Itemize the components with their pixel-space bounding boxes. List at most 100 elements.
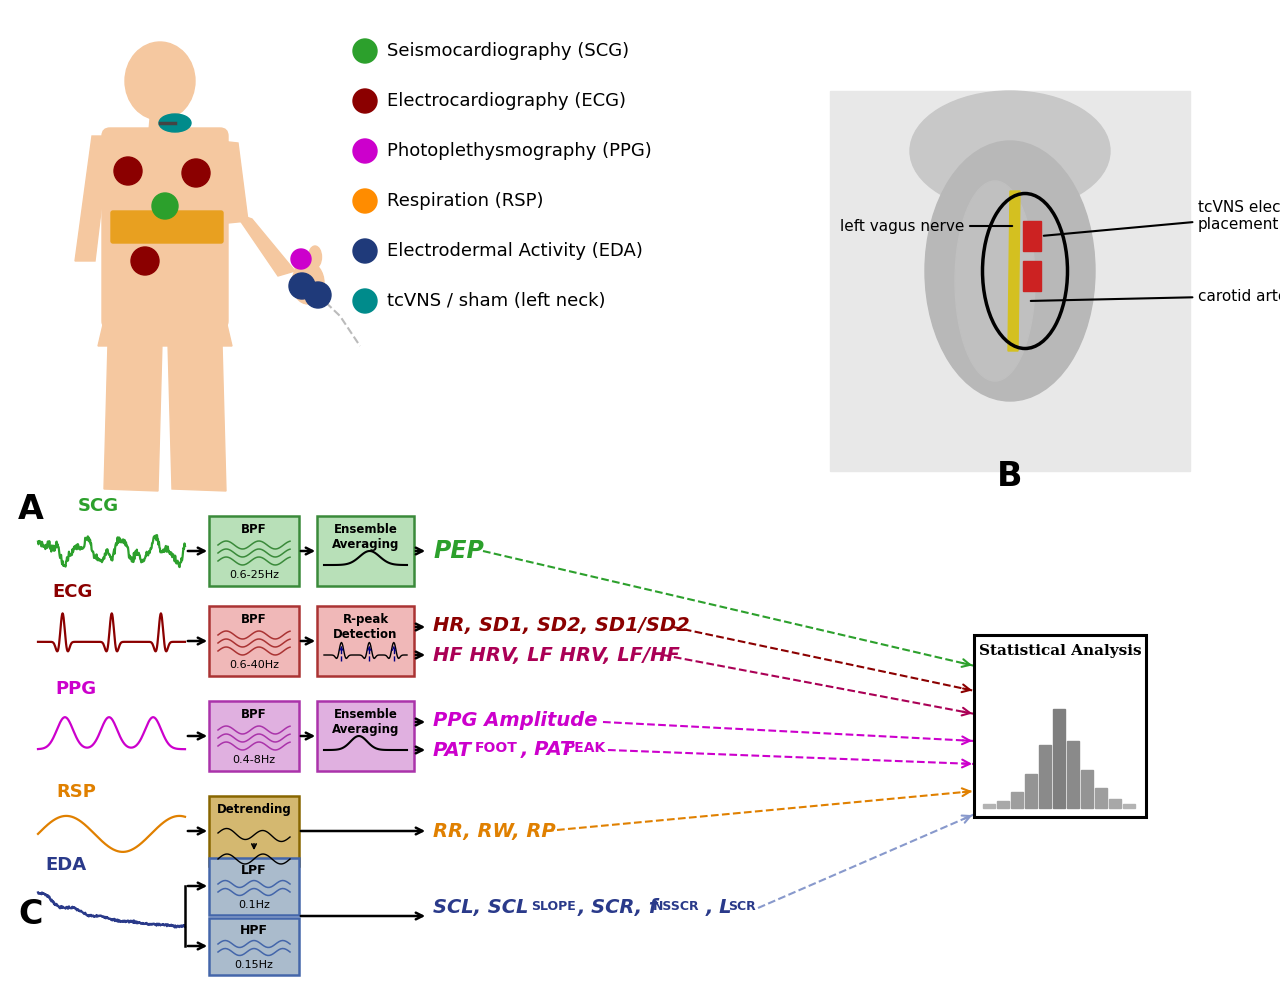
- Text: tcVNS / sham (left neck): tcVNS / sham (left neck): [387, 292, 605, 310]
- Text: A: A: [18, 493, 44, 526]
- Text: BPF: BPF: [241, 708, 266, 721]
- Bar: [1023, 261, 1041, 291]
- Text: 0.6-40Hz: 0.6-40Hz: [229, 660, 279, 670]
- Circle shape: [114, 157, 142, 185]
- FancyBboxPatch shape: [209, 516, 300, 586]
- Polygon shape: [148, 119, 172, 141]
- Circle shape: [353, 189, 378, 213]
- Text: 0.15Hz: 0.15Hz: [234, 959, 274, 969]
- FancyBboxPatch shape: [209, 917, 300, 974]
- Polygon shape: [168, 343, 227, 491]
- Text: Detrending: Detrending: [216, 803, 292, 816]
- Text: LPF: LPF: [241, 863, 266, 876]
- Bar: [829, 91, 1190, 471]
- Polygon shape: [1009, 191, 1020, 351]
- Bar: [997, 800, 1009, 808]
- Ellipse shape: [159, 114, 191, 132]
- Ellipse shape: [292, 262, 324, 304]
- Bar: [1025, 774, 1037, 808]
- Bar: [1039, 745, 1051, 808]
- Ellipse shape: [925, 141, 1094, 401]
- Ellipse shape: [125, 42, 195, 120]
- Text: PEP: PEP: [433, 539, 484, 563]
- Ellipse shape: [293, 250, 306, 272]
- Bar: [1023, 221, 1041, 251]
- FancyBboxPatch shape: [209, 701, 300, 771]
- Text: R-peak
Detection: R-peak Detection: [333, 613, 398, 641]
- FancyBboxPatch shape: [317, 701, 413, 771]
- Text: Electrodermal Activity (EDA): Electrodermal Activity (EDA): [387, 242, 643, 260]
- Text: left vagus nerve: left vagus nerve: [840, 219, 1012, 233]
- Text: Electrocardiography (ECG): Electrocardiography (ECG): [387, 92, 626, 110]
- Circle shape: [182, 159, 210, 187]
- Bar: [1053, 709, 1065, 808]
- FancyBboxPatch shape: [102, 128, 228, 329]
- Text: Ensemble
Averaging: Ensemble Averaging: [332, 523, 399, 551]
- FancyBboxPatch shape: [209, 796, 300, 866]
- FancyBboxPatch shape: [317, 516, 413, 586]
- Text: RR, RW, RP: RR, RW, RP: [433, 821, 556, 841]
- Circle shape: [305, 282, 332, 308]
- Bar: [1123, 804, 1135, 808]
- Circle shape: [152, 193, 178, 219]
- Polygon shape: [104, 343, 163, 491]
- Text: HF HRV, LF HRV, LF/HF: HF HRV, LF HRV, LF/HF: [433, 645, 680, 664]
- Bar: [1082, 770, 1093, 808]
- Bar: [1108, 799, 1121, 808]
- Text: SLOPE: SLOPE: [531, 900, 576, 913]
- Text: PPG Amplitude: PPG Amplitude: [433, 711, 598, 731]
- Text: C: C: [18, 898, 42, 931]
- Text: Photoplethysmography (PPG): Photoplethysmography (PPG): [387, 142, 652, 160]
- Text: PEAK: PEAK: [564, 741, 607, 755]
- Text: SCG: SCG: [77, 497, 119, 515]
- Text: , L: , L: [707, 899, 732, 917]
- Bar: [983, 804, 995, 808]
- FancyBboxPatch shape: [974, 635, 1146, 817]
- Circle shape: [353, 289, 378, 313]
- Ellipse shape: [955, 181, 1036, 381]
- Text: , SCR, f: , SCR, f: [579, 899, 658, 917]
- Polygon shape: [99, 316, 232, 346]
- Text: FOOT: FOOT: [475, 741, 518, 755]
- Polygon shape: [220, 141, 248, 223]
- Text: , PAT: , PAT: [521, 741, 575, 759]
- Bar: [1068, 741, 1079, 808]
- Circle shape: [353, 239, 378, 263]
- Polygon shape: [236, 213, 294, 276]
- Text: HR, SD1, SD2, SD1/SD2: HR, SD1, SD2, SD1/SD2: [433, 616, 690, 636]
- Text: SCL, SCL: SCL, SCL: [433, 899, 529, 917]
- Bar: [1011, 792, 1023, 808]
- Text: Ensemble
Averaging: Ensemble Averaging: [332, 708, 399, 736]
- Text: NSSCR: NSSCR: [653, 900, 700, 913]
- Text: Statistical Analysis: Statistical Analysis: [979, 644, 1142, 658]
- Text: BPF: BPF: [241, 613, 266, 626]
- FancyBboxPatch shape: [317, 606, 413, 676]
- Text: tcVNS electrode
placement: tcVNS electrode placement: [1043, 200, 1280, 235]
- Circle shape: [289, 273, 315, 299]
- Ellipse shape: [910, 91, 1110, 211]
- Bar: [1094, 788, 1107, 808]
- Text: ECG: ECG: [52, 583, 93, 601]
- Text: BPF: BPF: [241, 523, 266, 536]
- Circle shape: [131, 247, 159, 275]
- Circle shape: [353, 39, 378, 63]
- Text: 0.6-25Hz: 0.6-25Hz: [229, 570, 279, 580]
- FancyBboxPatch shape: [209, 857, 300, 914]
- Text: B: B: [997, 460, 1023, 493]
- Text: 0.4-8Hz: 0.4-8Hz: [233, 755, 275, 765]
- Circle shape: [353, 139, 378, 163]
- Text: Respiration (RSP): Respiration (RSP): [387, 192, 544, 210]
- Text: Seismocardiography (SCG): Seismocardiography (SCG): [387, 42, 630, 60]
- Ellipse shape: [308, 246, 321, 268]
- FancyBboxPatch shape: [209, 606, 300, 676]
- Text: HPF: HPF: [241, 923, 268, 937]
- Text: PPG: PPG: [55, 680, 96, 698]
- Polygon shape: [76, 136, 110, 261]
- Text: PAT: PAT: [433, 741, 472, 759]
- Text: RSP: RSP: [56, 783, 96, 801]
- Circle shape: [291, 249, 311, 269]
- Circle shape: [353, 89, 378, 113]
- Text: SCR: SCR: [728, 900, 755, 913]
- FancyBboxPatch shape: [111, 211, 223, 243]
- Text: EDA: EDA: [45, 856, 87, 874]
